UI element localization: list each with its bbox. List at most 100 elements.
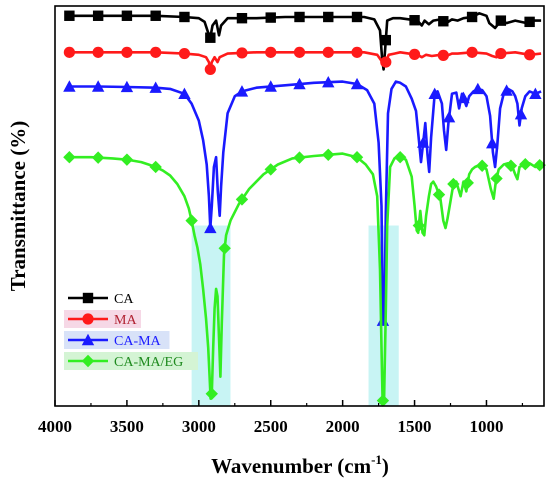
marker-ca-ma-eg-23 — [533, 158, 546, 172]
marker-ca-ma-eg-7 — [218, 242, 231, 255]
marker-ca-ma-13 — [416, 136, 430, 148]
marker-ca-ma-eg-3 — [120, 153, 134, 166]
x-axis-title: Wavenumber (cm-1) — [211, 452, 389, 478]
marker-ca-ma-eg-17 — [447, 177, 460, 191]
marker-ca-ma-eg-14 — [393, 151, 407, 164]
x-tick-label-2000: 2000 — [326, 417, 360, 436]
legend-marker-ca-ma-eg — [81, 354, 95, 368]
marker-ca-ma-21 — [529, 87, 542, 100]
marker-ma-9 — [293, 46, 306, 58]
marker-ma-4 — [150, 46, 162, 58]
marker-ma-7 — [236, 47, 248, 59]
marker-ma-15 — [466, 46, 478, 58]
x-axis-title-main: Wavenumber (cm — [211, 454, 372, 478]
marker-ca-ma-2 — [91, 80, 105, 92]
marker-ca-ma-eg-2 — [91, 151, 105, 164]
marker-ca-ma-14 — [428, 87, 441, 100]
marker-ca-ma-5 — [178, 87, 191, 100]
marker-ca-4 — [150, 10, 161, 21]
marker-ca-8 — [265, 12, 276, 23]
marker-ca-14 — [438, 16, 449, 27]
legend-highlight-ca-ma-eg — [64, 352, 198, 370]
x-axis-title-close: ) — [382, 454, 389, 478]
marker-ca-7 — [236, 12, 248, 24]
marker-ca-ma-18 — [486, 136, 499, 149]
marker-ca-ma-15 — [442, 111, 456, 123]
marker-ca-15 — [466, 11, 478, 23]
legend-item-ca-ma-eg: CA-MA/EG — [64, 352, 198, 370]
legend-item-ma: MA — [64, 310, 141, 328]
x-tick-label-4000: 4000 — [38, 417, 72, 436]
marker-ca-ma-eg-5 — [185, 214, 198, 227]
marker-ca-5 — [179, 11, 190, 23]
legend-marker-ca-ma — [81, 333, 95, 346]
marker-ma-3 — [121, 46, 133, 58]
marker-ca-10 — [323, 11, 334, 23]
legend-marker-ca — [82, 292, 94, 304]
y-axis-title: Transmittance (%) — [6, 121, 30, 292]
x-axis-title-sup: -1 — [371, 452, 382, 467]
marker-ca-2 — [92, 10, 104, 21]
legend-item-ca: CA — [68, 292, 134, 307]
marker-ca-ma-11 — [350, 77, 364, 90]
marker-ca-ma-8 — [264, 80, 277, 92]
marker-ca-ma-1 — [63, 80, 76, 92]
legend-label-ca-ma: CA-MA — [114, 334, 162, 349]
marker-ca-ma-eg-19 — [475, 159, 489, 172]
marker-ca-ma-9 — [293, 77, 306, 90]
x-tick-label-2500: 2500 — [254, 417, 288, 436]
legend-item-ca-ma: CA-MA — [64, 331, 170, 349]
marker-ca-ma-20 — [514, 107, 528, 120]
series-ca — [64, 10, 542, 71]
series-ca-ma-eg — [63, 148, 546, 407]
marker-ma-8 — [265, 46, 277, 58]
plot-frame — [54, 5, 545, 407]
marker-ca-ma-7 — [235, 85, 249, 97]
legend-label-ca-ma-eg: CA-MA/EG — [114, 355, 183, 370]
marker-ma-16 — [495, 47, 507, 60]
marker-ca-3 — [121, 10, 133, 21]
marker-ca-ma-10 — [322, 76, 335, 88]
marker-ca-ma-eg-1 — [63, 151, 76, 164]
marker-ca-9 — [294, 11, 305, 23]
legend-label-ca: CA — [114, 292, 134, 307]
marker-ca-12 — [380, 34, 391, 46]
marker-ca-13 — [409, 15, 420, 26]
series-ca-ma — [63, 76, 542, 326]
x-tick-label-1500: 1500 — [398, 417, 432, 436]
marker-ca-6 — [205, 32, 216, 43]
marker-ca-16 — [495, 15, 507, 26]
marker-ca-ma-eg-4 — [149, 160, 162, 174]
marker-ca-ma-6 — [204, 221, 217, 234]
marker-ma-1 — [63, 46, 75, 58]
marker-ma-14 — [437, 49, 449, 61]
legend-label-ma: MA — [114, 313, 137, 328]
marker-ma-5 — [178, 47, 191, 60]
marker-ca-1 — [64, 10, 75, 21]
marker-ca-11 — [351, 11, 363, 23]
marker-ca-17 — [524, 16, 535, 28]
marker-ca-ma-eg-18 — [461, 176, 474, 190]
x-tick-label-3000: 3000 — [182, 417, 216, 436]
marker-ca-ma-3 — [120, 80, 134, 93]
marker-ca-ma-eg-13 — [376, 394, 390, 407]
marker-ma-13 — [408, 48, 421, 60]
marker-ca-ma-17 — [471, 82, 485, 95]
marker-ca-ma-4 — [149, 81, 162, 93]
legend-marker-ma — [82, 313, 94, 325]
marker-ca-ma-eg-10 — [293, 151, 306, 164]
x-ticks: 4000 3500 3000 2500 2000 1500 1000 — [38, 400, 524, 436]
marker-ca-ma-eg-12 — [350, 151, 364, 164]
x-tick-label-1000: 1000 — [469, 417, 503, 436]
marker-ca-ma-eg-16 — [432, 188, 446, 201]
marker-ca-ma-eg-9 — [264, 163, 277, 176]
marker-ma-10 — [322, 46, 334, 58]
marker-ma-2 — [92, 46, 104, 58]
marker-ca-ma-eg-21 — [504, 159, 518, 172]
series-line-ca-ma — [69, 80, 542, 322]
series-group — [63, 10, 546, 407]
marker-ma-6 — [204, 63, 216, 76]
marker-ca-ma-19 — [500, 84, 513, 96]
legend: CA MA CA-MA CA-MA/EG — [64, 292, 198, 370]
